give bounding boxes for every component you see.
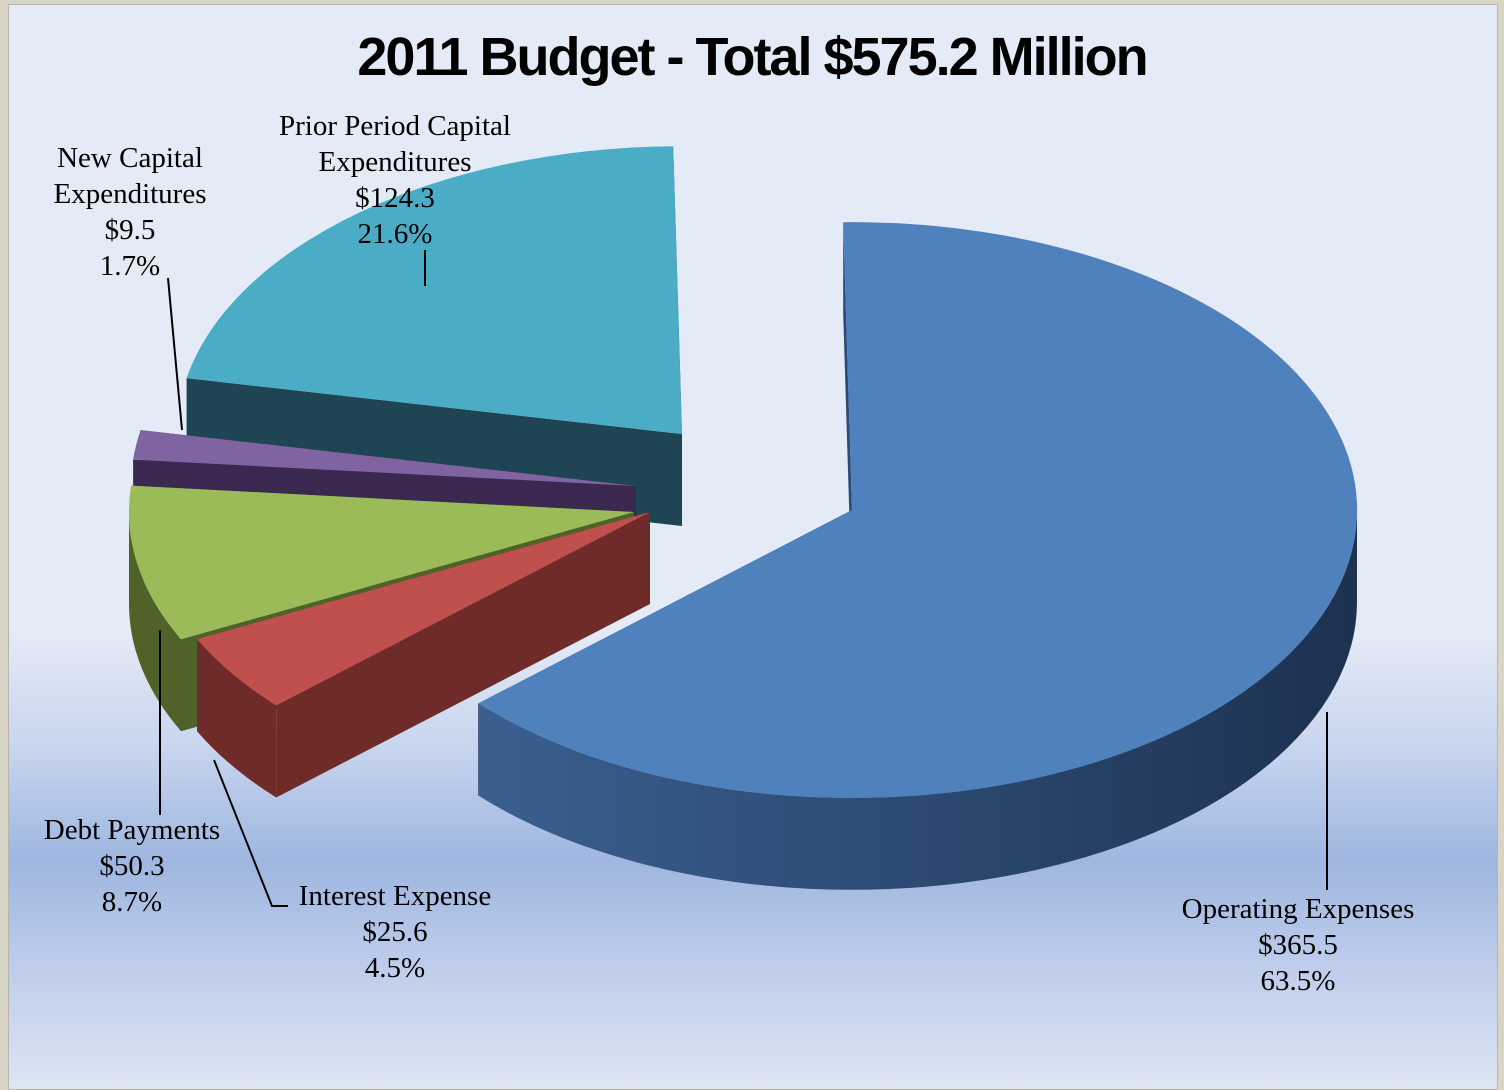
slice-operating-expenses bbox=[478, 222, 1358, 798]
label-operating-expenses: Operating Expenses $365.5 63.5% bbox=[1163, 891, 1433, 999]
label-interest-expense: Interest Expense $25.6 4.5% bbox=[280, 878, 510, 986]
label-operating-percent: 63.5% bbox=[1260, 965, 1336, 997]
label-newcap-percent: 1.7% bbox=[99, 250, 161, 282]
label-prior-period-capital: Prior Period Capital Expenditures $124.3… bbox=[255, 108, 535, 252]
label-prior-name-2: Expenditures bbox=[318, 146, 472, 178]
label-debt-value: $50.3 bbox=[99, 850, 165, 882]
label-debt-payments: Debt Payments $50.3 8.7% bbox=[22, 812, 242, 920]
slice-prior-period-capital-expenditures bbox=[186, 146, 682, 434]
label-prior-value: $124.3 bbox=[355, 182, 435, 214]
label-debt-name: Debt Payments bbox=[43, 814, 221, 846]
label-operating-value: $365.5 bbox=[1258, 929, 1338, 961]
label-prior-name-1: Prior Period Capital bbox=[279, 110, 511, 142]
slice-side-0-0 bbox=[478, 510, 1357, 890]
label-interest-name: Interest Expense bbox=[298, 880, 492, 912]
slice-debt-payments bbox=[128, 485, 634, 640]
chart-title: 2011 Budget - Total $575.2 Million bbox=[357, 27, 1148, 87]
label-operating-name: Operating Expenses bbox=[1181, 893, 1415, 925]
label-debt-percent: 8.7% bbox=[101, 886, 163, 918]
label-interest-percent: 4.5% bbox=[364, 952, 426, 984]
label-prior-percent: 21.6% bbox=[357, 218, 433, 250]
label-newcap-name-1: New Capital bbox=[57, 142, 203, 174]
label-newcap-name-2: Expenditures bbox=[53, 178, 207, 210]
label-newcap-value: $9.5 bbox=[104, 214, 156, 246]
label-interest-value: $25.6 bbox=[362, 916, 428, 948]
slice-side-2-0 bbox=[129, 512, 181, 732]
slice-cut-wall-0-0 bbox=[843, 222, 852, 602]
leader-newcap bbox=[167, 277, 183, 431]
slice-side-1-0 bbox=[197, 639, 277, 798]
leader-interest bbox=[213, 759, 288, 907]
slice-new-capital-expenditures bbox=[133, 430, 636, 486]
label-new-capital: New Capital Expenditures $9.5 1.7% bbox=[30, 140, 230, 284]
slice-interest-expense bbox=[197, 512, 650, 706]
